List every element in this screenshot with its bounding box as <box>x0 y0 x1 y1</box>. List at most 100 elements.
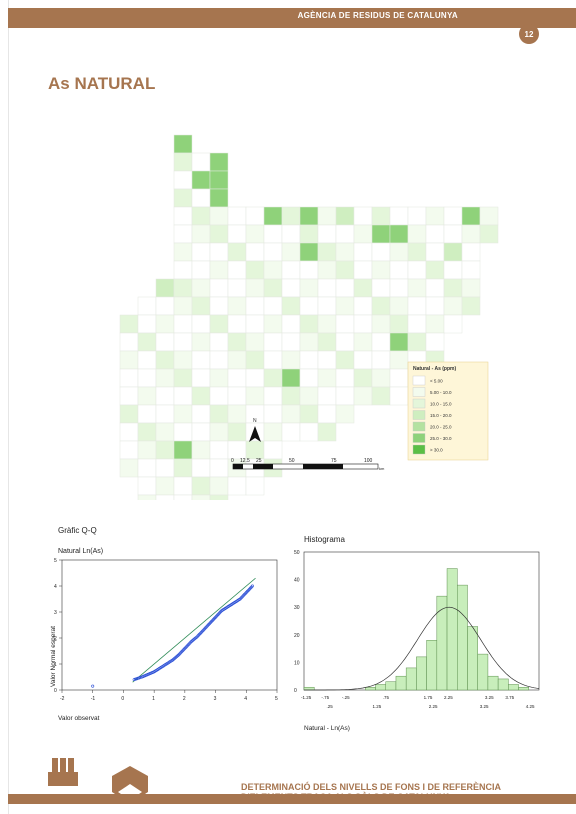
map-cell <box>335 404 355 424</box>
scale-label-3: 50 <box>289 458 295 464</box>
map-cell <box>173 404 193 424</box>
map-cell <box>371 242 391 262</box>
map-cell <box>191 422 211 442</box>
map-cell <box>263 296 283 316</box>
map-cell <box>407 224 427 244</box>
legend-swatch <box>412 444 426 455</box>
map-cell <box>191 242 211 262</box>
map-cell <box>137 476 157 496</box>
map-cell <box>389 242 409 262</box>
map-cell <box>371 368 391 388</box>
map-cell <box>227 386 247 406</box>
map-cell <box>227 350 247 370</box>
map-cell <box>263 242 283 262</box>
map-cell <box>227 224 247 244</box>
map-cell <box>191 368 211 388</box>
map-cell <box>245 386 265 406</box>
map-cell <box>389 206 409 226</box>
map-cell <box>263 440 283 460</box>
map-cell <box>299 368 319 388</box>
map-cell <box>371 278 391 298</box>
map-cell <box>173 440 193 460</box>
map-cell <box>209 296 229 316</box>
qq-xtick-label: 5 <box>275 696 278 702</box>
map-cell <box>173 260 193 280</box>
hist-xtick-label: 3.25 <box>480 704 489 709</box>
map-cell <box>155 350 175 370</box>
map-cell <box>155 386 175 406</box>
hist-xtick-label: 1.25 <box>373 704 382 709</box>
map-cell <box>479 224 499 244</box>
qq-reference-line <box>132 577 256 683</box>
map-cell <box>317 422 337 442</box>
map-cell <box>209 422 229 442</box>
map-cell <box>317 404 337 424</box>
map-cell <box>263 350 283 370</box>
qq-xtick-label: -2 <box>60 696 65 702</box>
map-cell <box>299 386 319 406</box>
legend-swatch <box>412 387 426 397</box>
legend-label: < 5.00 <box>430 379 443 384</box>
hist-bar <box>436 595 448 691</box>
map-cell <box>443 260 463 280</box>
qq-ytick-label: 5 <box>54 558 57 564</box>
map-cell <box>335 224 355 244</box>
map-cell <box>155 422 175 442</box>
map-cell <box>281 386 301 406</box>
map-cell <box>245 350 265 370</box>
hist-ytick-label: 30 <box>294 605 300 611</box>
qq-plot: Gràfic Q-Q Natural Ln(As) Valor Normal e… <box>50 526 278 722</box>
hist-ytick-label: 40 <box>294 578 300 584</box>
map-cell <box>317 314 337 334</box>
map-cell <box>245 314 265 334</box>
map-cell <box>137 332 157 352</box>
map-cell <box>173 206 193 226</box>
map-cell <box>389 314 409 334</box>
map-cell <box>317 260 337 280</box>
map-cell <box>245 206 265 226</box>
map-cell <box>407 314 427 334</box>
map-cell <box>281 368 301 388</box>
map-cell <box>353 332 373 352</box>
map-cell <box>353 278 373 298</box>
map-cell <box>461 224 481 244</box>
hist-xtick-label: 3.25 <box>485 695 494 700</box>
map-cell <box>389 332 409 352</box>
map-cell <box>227 278 247 298</box>
map-cell <box>137 404 157 424</box>
map-cell <box>317 242 337 262</box>
map-cell <box>191 296 211 316</box>
map-cell <box>407 206 427 226</box>
map-cell <box>173 386 193 406</box>
map-cell <box>209 170 229 190</box>
map-cell <box>371 350 391 370</box>
map-cell <box>443 242 463 262</box>
map-cell <box>407 278 427 298</box>
qq-xtick-label: 3 <box>214 696 217 702</box>
map-cell <box>245 260 265 280</box>
hist-bar <box>518 686 530 691</box>
map-cell <box>173 152 193 172</box>
map-cell <box>461 242 481 262</box>
map-cell <box>299 224 319 244</box>
map-cell <box>227 404 247 424</box>
map-cell <box>191 206 211 226</box>
map-cell <box>245 296 265 316</box>
map-cell <box>407 332 427 352</box>
map-cell <box>281 242 301 262</box>
footer-title-line-2: D'ELEMENTS TRAÇA ALS SÒLS DE CATALUNYA <box>241 792 451 802</box>
page-title: As NATURAL <box>48 74 156 93</box>
map-cell <box>227 476 247 496</box>
map-cell <box>353 296 373 316</box>
map-cell <box>353 386 373 406</box>
map-cell <box>191 386 211 406</box>
map-cell <box>389 260 409 280</box>
map-cell <box>335 296 355 316</box>
map-cell <box>461 260 481 280</box>
map-cell <box>371 224 391 244</box>
map-cell <box>209 476 229 496</box>
map-cell <box>155 314 175 334</box>
map-cell <box>245 224 265 244</box>
map-cell <box>389 224 409 244</box>
map-cell <box>425 242 445 262</box>
